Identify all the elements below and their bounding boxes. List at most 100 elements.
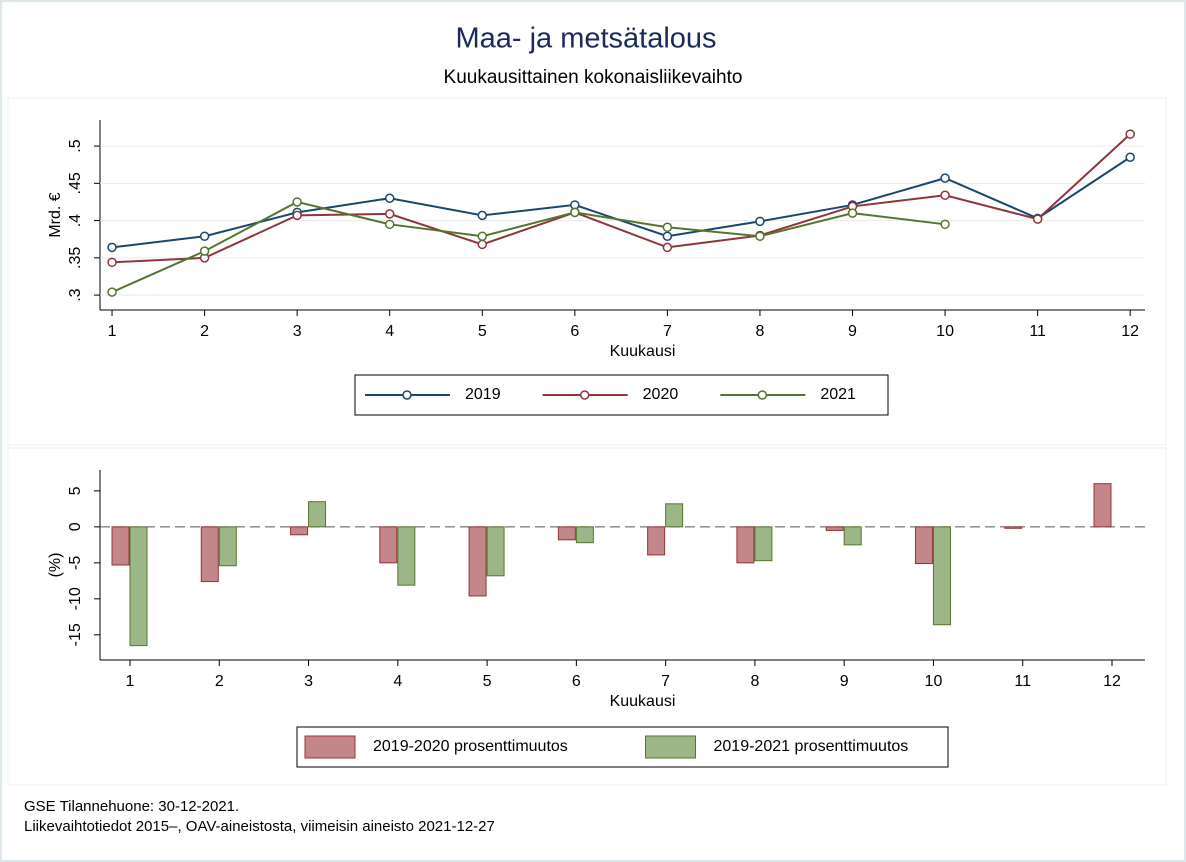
- x-axis-label: Kuukausi: [610, 343, 676, 360]
- x-tick-label: 10: [936, 323, 954, 340]
- x-tick-label: 11: [1029, 323, 1046, 340]
- y-tick-label: -15: [67, 623, 84, 646]
- y-tick-label: -5: [67, 556, 84, 570]
- legend-marker: [579, 390, 590, 400]
- x-tick-label: 3: [304, 673, 313, 690]
- x-tick-label: 10: [925, 673, 943, 690]
- note: Liikevaihtotiedot 2015–, OAV-aineistosta…: [24, 818, 495, 835]
- x-tick-label: 12: [1103, 673, 1121, 690]
- point: [1125, 152, 1135, 163]
- point: [107, 257, 117, 268]
- x-tick-label: 1: [126, 673, 135, 690]
- y-tick-label: 0: [67, 522, 84, 531]
- line: [111, 200, 946, 294]
- point: [292, 210, 302, 221]
- legend-marker: [402, 390, 412, 400]
- point: [940, 173, 950, 183]
- x-tick-label: 9: [840, 673, 849, 690]
- bar: [468, 526, 487, 597]
- point: [384, 209, 395, 219]
- legend-label: 2019: [465, 386, 501, 403]
- legend-label: 2020: [643, 386, 679, 403]
- point: [662, 222, 673, 233]
- bar: [665, 503, 684, 528]
- x-tick-label: 9: [848, 323, 857, 340]
- bar: [914, 526, 933, 565]
- y-tick-label: .4: [67, 214, 84, 227]
- bar: [647, 526, 666, 556]
- legend-swatch: [645, 735, 696, 759]
- bar: [843, 526, 862, 546]
- bar: [736, 526, 755, 564]
- bar: [1093, 483, 1112, 528]
- point: [755, 216, 765, 227]
- x-tick-label: 2: [200, 323, 209, 340]
- legend-label: 2019-2020 prosenttimuutos: [373, 738, 568, 755]
- legend-label: 2019-2021 prosenttimuutos: [714, 738, 909, 755]
- point: [292, 197, 302, 207]
- point: [477, 231, 488, 241]
- y-tick-label: .3: [67, 288, 84, 301]
- bar: [111, 526, 130, 566]
- bar: [825, 526, 844, 531]
- point: [662, 242, 673, 253]
- x-tick-label: 4: [393, 673, 402, 690]
- panel: [7, 447, 1167, 786]
- line: [111, 133, 1131, 264]
- x-tick-label: 8: [755, 323, 764, 340]
- point: [199, 231, 210, 241]
- bar: [200, 526, 219, 583]
- legend-label: 2021: [820, 386, 856, 403]
- chart-title: Maa- ja metsätalous: [455, 23, 716, 55]
- bar: [308, 501, 327, 528]
- bar: [379, 526, 398, 564]
- x-tick-label: 6: [570, 323, 579, 340]
- x-tick-label: 6: [572, 673, 581, 690]
- legend: [296, 726, 949, 768]
- point: [940, 190, 950, 201]
- point: [384, 219, 395, 230]
- y-tick-label: .45: [67, 172, 84, 194]
- bar: [557, 526, 576, 541]
- point: [1032, 214, 1043, 224]
- point: [199, 246, 210, 256]
- y-tick-label: 5: [67, 486, 84, 495]
- point: [662, 231, 673, 241]
- point: [847, 208, 858, 218]
- x-tick-label: 4: [385, 323, 394, 340]
- bar: [397, 526, 416, 586]
- x-tick-label: 1: [108, 323, 117, 340]
- point: [384, 193, 395, 203]
- x-tick-label: 11: [1014, 673, 1031, 690]
- x-tick-label: 7: [663, 323, 672, 340]
- note: GSE Tilannehuone: 30-12-2021.: [24, 798, 239, 815]
- bar: [486, 526, 505, 577]
- bar: [129, 526, 148, 647]
- point: [107, 242, 117, 253]
- x-tick-label: 8: [750, 673, 759, 690]
- bar: [754, 526, 773, 562]
- x-tick-label: 5: [478, 323, 487, 340]
- point: [755, 231, 765, 241]
- bar: [1004, 526, 1023, 529]
- x-tick-label: 7: [661, 673, 670, 690]
- bar: [290, 526, 309, 536]
- point: [477, 239, 488, 250]
- point: [477, 210, 488, 221]
- point: [1125, 129, 1135, 139]
- bar: [218, 526, 237, 567]
- legend-swatch: [304, 735, 356, 759]
- y-axis-label: Mrd. €: [47, 192, 64, 237]
- y-tick-label: .5: [67, 139, 84, 152]
- point: [570, 207, 580, 218]
- bar: [932, 526, 951, 626]
- x-axis-label: Kuukausi: [610, 693, 676, 710]
- legend-marker: [757, 390, 768, 400]
- point: [107, 287, 117, 297]
- bar: [575, 526, 594, 544]
- point: [940, 219, 950, 230]
- chart-subtitle: Kuukausittainen kokonaisliikevaihto: [444, 67, 743, 88]
- x-tick-label: 12: [1121, 323, 1139, 340]
- y-axis-label: (%): [47, 553, 64, 578]
